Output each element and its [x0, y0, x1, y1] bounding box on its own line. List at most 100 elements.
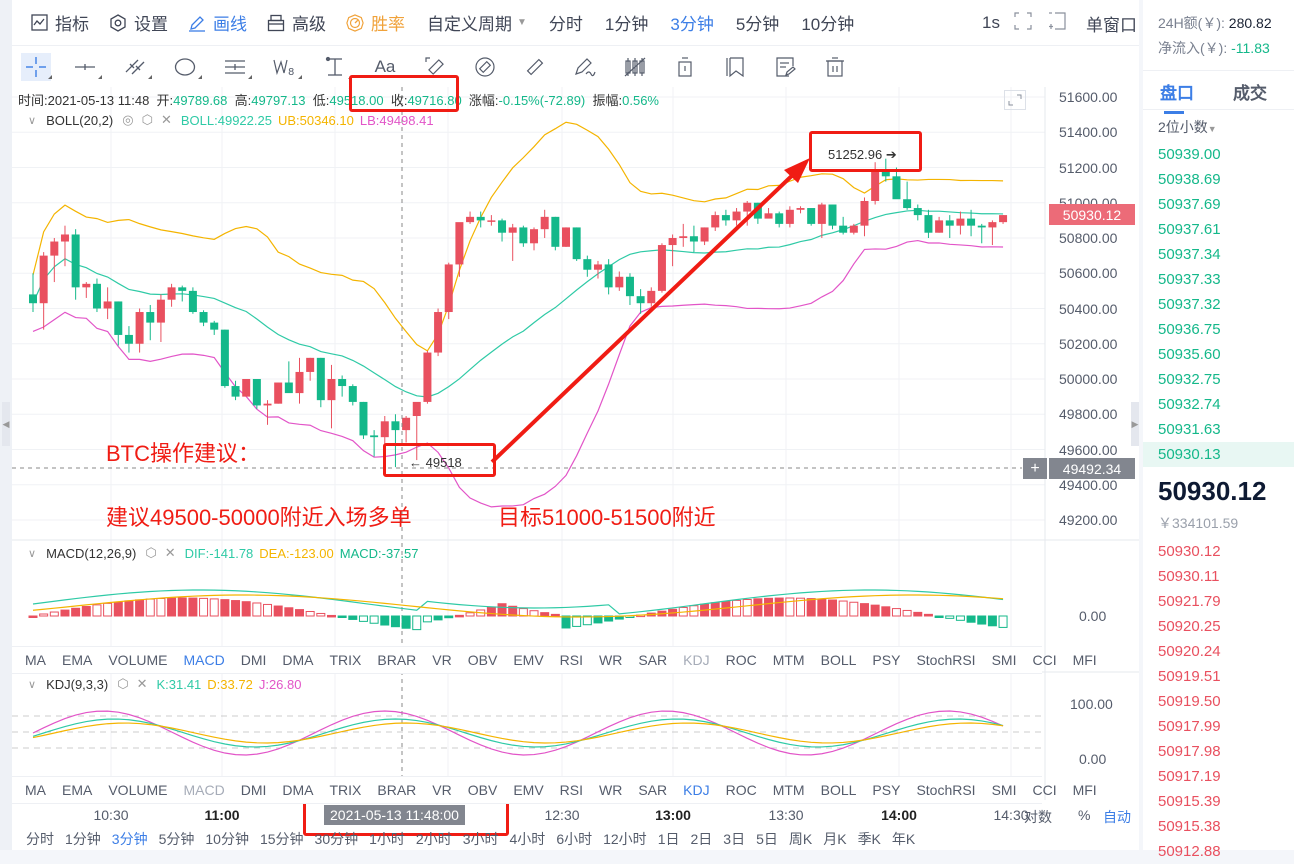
expand-chart-icon[interactable] — [1004, 90, 1026, 110]
time-axis[interactable]: 14:30 14:00 13:30 13:00 12:30 11:00 10:30 2021… — [12, 800, 1139, 828]
indicator-tab-psy[interactable]: PSY — [872, 782, 901, 798]
indicator-tab-obv[interactable]: OBV — [467, 652, 498, 668]
channel-tool[interactable] — [210, 49, 260, 85]
win-rate-button[interactable]: 胜率 — [346, 10, 405, 35]
candlestick-chart[interactable] — [12, 0, 1139, 800]
refresh-rate[interactable]: 1s — [982, 13, 1000, 32]
bottom-period-item[interactable]: 6小时 — [556, 831, 593, 847]
indicator-tab-psy[interactable]: PSY — [872, 652, 901, 668]
window-mode-dropdown[interactable]: 单窗口 — [1086, 15, 1137, 35]
bottom-period-item[interactable]: 3日 — [723, 831, 746, 847]
bottom-period-item[interactable]: 12小时 — [603, 831, 647, 847]
fullscreen-icon[interactable] — [1014, 11, 1032, 35]
indicator-tab-mtm[interactable]: MTM — [772, 652, 805, 668]
indicator-tab-mtm[interactable]: MTM — [772, 782, 805, 798]
edit-note-tool[interactable] — [760, 49, 810, 85]
percent-scale-toggle[interactable]: % — [1078, 807, 1091, 823]
ask-row[interactable]: 50937.69 — [1158, 196, 1221, 213]
decimals-dropdown[interactable]: 2位小数▼ — [1158, 119, 1217, 135]
tab-trades[interactable]: 成交 — [1233, 84, 1267, 103]
tab-order-book[interactable]: 盘口 — [1160, 79, 1194, 114]
indicator-tab-rsi[interactable]: RSI — [559, 652, 584, 668]
indicator-tab-macd[interactable]: MACD — [183, 782, 225, 798]
bid-row[interactable]: 50920.25 — [1158, 618, 1221, 635]
indicator-tab-brar[interactable]: BRAR — [377, 652, 417, 668]
bottom-period-item[interactable]: 3分钟 — [111, 831, 148, 847]
log-scale-toggle[interactable]: 对数 — [1024, 809, 1052, 825]
indicator-tab-volume[interactable]: VOLUME — [108, 652, 168, 668]
collapse-right-handle[interactable]: ▶ — [1131, 402, 1139, 446]
indicator-tab-boll[interactable]: BOLL — [820, 652, 857, 668]
bottom-period-item[interactable]: 5日 — [756, 831, 778, 847]
parallel-line-tool[interactable] — [110, 49, 160, 85]
ask-row[interactable]: 50935.60 — [1158, 346, 1221, 363]
indicator-tab-cci[interactable]: CCI — [1032, 652, 1057, 668]
bottom-period-item[interactable]: 2日 — [690, 831, 713, 847]
add-window-icon[interactable] — [1048, 11, 1066, 35]
indicator-tab-dmi[interactable]: DMI — [240, 782, 267, 798]
bid-row[interactable]: 50915.38 — [1158, 818, 1221, 835]
indicator-tab-wr[interactable]: WR — [599, 782, 623, 798]
bottom-period-item[interactable]: 30分钟 — [314, 831, 359, 847]
bottom-period-item[interactable]: 5分钟 — [158, 831, 195, 847]
collapse-left-handle[interactable]: ◀ — [2, 402, 10, 446]
collapse-chevron-icon[interactable]: ∨ — [28, 114, 37, 127]
ask-row[interactable]: 50937.32 — [1158, 296, 1221, 313]
bid-row[interactable]: 50920.24 — [1158, 643, 1221, 660]
gear-icon[interactable]: ⬡ — [145, 545, 157, 560]
measure-tool[interactable] — [510, 49, 560, 85]
bottom-period-item[interactable]: 3小时 — [462, 831, 499, 847]
bookmark-tool[interactable] — [710, 49, 760, 85]
indicator-tab-sar[interactable]: SAR — [638, 652, 668, 668]
indicator-tab-smi[interactable]: SMI — [991, 652, 1017, 668]
ask-row[interactable]: 50939.00 — [1158, 146, 1221, 163]
indicator-tab-wr[interactable]: WR — [599, 652, 623, 668]
auto-scale-toggle[interactable]: 自动 — [1103, 809, 1131, 825]
add-alert-button[interactable]: + — [1023, 458, 1047, 479]
bottom-period-item[interactable]: 4小时 — [509, 831, 546, 847]
hide-candles-tool[interactable] — [610, 49, 660, 85]
bid-row[interactable]: 50930.11 — [1158, 568, 1220, 585]
indicator-tab-obv[interactable]: OBV — [467, 782, 498, 798]
bid-row[interactable]: 50917.99 — [1158, 718, 1221, 735]
collapse-chevron-icon[interactable]: ∨ — [28, 678, 37, 691]
indicator-tab-emv[interactable]: EMV — [513, 652, 544, 668]
indicator-tab-dmi[interactable]: DMI — [240, 652, 267, 668]
indicator-tab-volume[interactable]: VOLUME — [108, 782, 168, 798]
indicator-tab-mfi[interactable]: MFI — [1072, 782, 1097, 798]
eye-icon[interactable]: ◎ — [122, 112, 134, 127]
ask-row[interactable]: 50932.75 — [1158, 371, 1221, 388]
bottom-period-item[interactable]: 10分钟 — [205, 831, 249, 847]
indicator-tab-kdj[interactable]: KDJ — [683, 652, 710, 668]
close-icon[interactable]: ✕ — [136, 676, 148, 691]
period-3min[interactable]: 3分钟 — [670, 15, 714, 34]
draw-line-button[interactable]: 画线 — [188, 10, 247, 35]
bid-row[interactable]: 50919.51 — [1158, 668, 1221, 685]
bid-row[interactable]: 50917.19 — [1158, 768, 1221, 785]
ask-row[interactable]: 50937.33 — [1158, 271, 1221, 288]
bid-row[interactable]: 50921.79 — [1158, 593, 1221, 610]
ask-row[interactable]: 50932.74 — [1158, 396, 1221, 413]
indicator-tab-vr[interactable]: VR — [432, 782, 452, 798]
delete-tool[interactable] — [810, 49, 860, 85]
lock-tool[interactable] — [660, 49, 710, 85]
ask-row[interactable]: 50936.75 — [1158, 321, 1221, 338]
indicator-tab-stochrsi[interactable]: StochRSI — [916, 782, 976, 798]
indicator-tab-roc[interactable]: ROC — [725, 652, 757, 668]
period-10min[interactable]: 10分钟 — [801, 15, 855, 34]
period-timeline[interactable]: 分时 — [548, 15, 583, 34]
indicator-tab-rsi[interactable]: RSI — [559, 782, 584, 798]
indicator-tab-macd[interactable]: MACD — [183, 652, 225, 668]
indicator-button[interactable]: 指标 — [30, 10, 89, 35]
bottom-period-item[interactable]: 周K — [788, 831, 813, 847]
indicator-tab-cci[interactable]: CCI — [1032, 782, 1057, 798]
horizontal-line-tool[interactable] — [60, 49, 110, 85]
indicator-tab-kdj[interactable]: KDJ — [683, 782, 710, 798]
indicator-tab-trix[interactable]: TRIX — [329, 652, 362, 668]
gear-icon[interactable]: ⬡ — [117, 676, 129, 691]
indicator-tab-roc[interactable]: ROC — [725, 782, 757, 798]
indicator-tab-ema[interactable]: EMA — [62, 652, 93, 668]
bid-row[interactable]: 50915.39 — [1158, 793, 1221, 810]
bottom-period-item[interactable]: 月K — [823, 831, 847, 847]
ask-row[interactable]: 50937.61 — [1158, 221, 1221, 238]
